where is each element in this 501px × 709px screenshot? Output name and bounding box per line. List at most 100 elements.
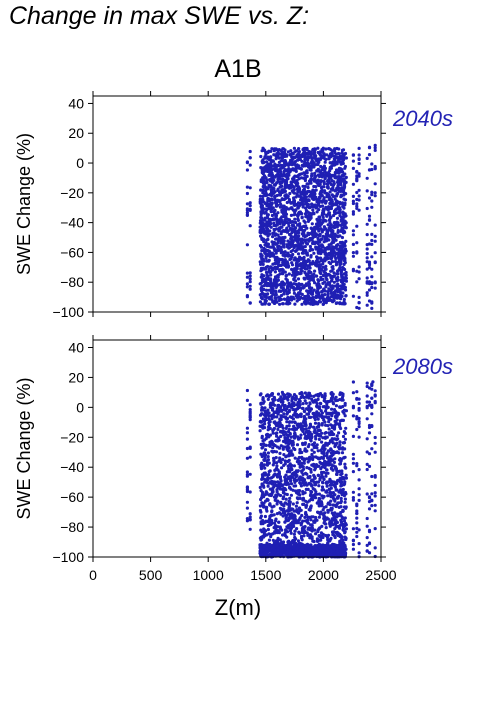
data-point [326,538,330,542]
data-point [263,243,267,247]
data-point [289,220,293,224]
data-point [373,182,377,186]
data-point [333,466,337,470]
data-point [301,247,305,251]
data-point [291,270,295,274]
data-point [314,157,318,161]
data-point [282,487,286,491]
data-point [263,248,268,252]
data-point [302,190,306,194]
data-point [245,207,249,211]
data-point [305,174,309,178]
data-point [337,268,341,272]
data-point [306,272,310,276]
data-point [326,208,330,212]
data-point [269,201,273,205]
data-point [341,227,345,231]
data-point [293,155,297,159]
data-point [297,150,301,154]
data-point [265,180,269,184]
data-point [266,397,270,401]
data-point [301,184,305,188]
data-point [267,270,272,274]
data-point [270,180,274,184]
data-point [266,428,270,432]
data-point [248,271,252,275]
data-point [321,535,325,540]
data-point [265,459,269,463]
data-point [311,275,316,280]
data-point [317,291,321,295]
data-point [321,262,325,266]
data-point [327,427,331,431]
data-point [315,264,319,268]
data-point [316,167,320,171]
data-point [280,163,284,168]
data-point [287,246,291,250]
data-point [316,202,321,206]
data-point [268,265,273,269]
data-point [266,227,270,231]
data-point [313,476,317,480]
data-point [328,190,332,194]
data-point [320,204,325,208]
data-point [298,172,302,176]
data-point [351,194,355,198]
data-point [334,395,338,399]
data-point [283,437,287,441]
data-point [317,422,321,426]
data-point [304,201,308,205]
data-point [365,293,369,297]
data-point [308,244,312,249]
data-point [312,288,316,292]
data-point [290,263,295,267]
data-point [304,457,309,461]
data-point [272,153,276,157]
data-point [302,255,306,259]
data-point [263,534,267,538]
data-point [334,175,338,179]
data-point [299,242,303,246]
data-point [269,284,273,288]
data-point [292,200,296,204]
data-point [330,265,334,269]
data-point [301,406,305,411]
data-point [275,163,279,167]
data-point [341,187,345,192]
data-point [351,267,355,271]
data-point [320,431,324,435]
data-point [297,185,301,189]
data-point [266,451,270,455]
data-point [340,151,344,155]
data-point [370,255,374,259]
data-point [288,496,292,500]
data-point [277,511,282,515]
data-point [333,225,337,230]
data-point [306,294,311,298]
period-label-2080s: 2080s [393,354,453,379]
data-point [259,262,263,266]
data-point [306,297,310,301]
data-point [288,485,292,489]
data-point [269,149,273,153]
data-point [302,198,306,202]
data-point [290,189,294,193]
data-point [365,206,369,211]
data-point [321,168,325,172]
data-point [307,499,311,503]
data-point [333,259,338,264]
data-point [265,207,269,212]
data-point [357,277,361,281]
data-point [317,515,321,519]
data-point [282,433,286,437]
data-point [258,219,263,223]
data-point [281,272,285,276]
data-point [259,166,263,170]
data-point [327,287,331,291]
data-point [277,283,282,287]
data-point [271,235,275,239]
data-point [330,199,334,204]
data-point [320,293,324,297]
data-point [274,456,278,460]
data-point [317,158,321,162]
